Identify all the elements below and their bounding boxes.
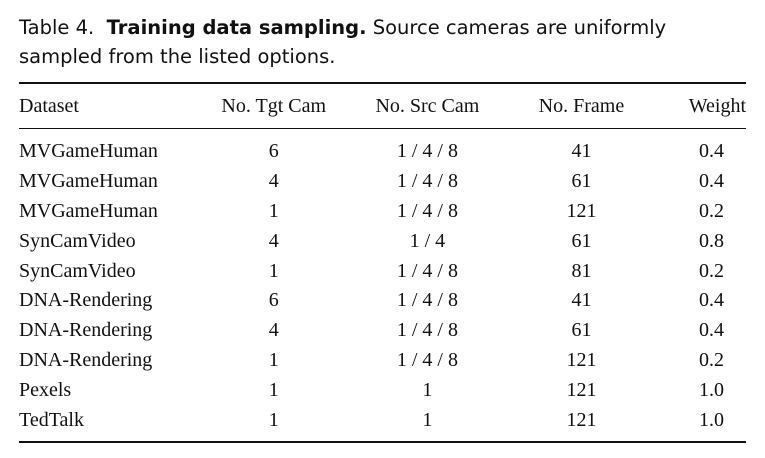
tgt-cam-cell: 1 — [268, 259, 279, 282]
frame-cell: 61 — [571, 229, 592, 252]
tgt-cam-cell: 1 — [268, 348, 279, 371]
src-cam-cell: 1 / 4 / 8 — [396, 289, 458, 312]
caption-title: Training data sampling. — [106, 16, 367, 39]
dataset-cell: TedTalk — [19, 408, 84, 431]
header-tgt-cam: No. Tgt Cam — [206, 83, 342, 129]
caption-label: Table 4. — [19, 16, 95, 39]
header-weight: Weight — [649, 83, 746, 129]
dataset-cell: SynCamVideo — [19, 229, 136, 252]
header-src-cam: No. Src Cam — [341, 83, 514, 129]
tgt-cam-cell: 4 — [268, 170, 279, 193]
frame-cell: 121 — [566, 408, 597, 431]
src-cam-cell: 1 / 4 / 8 — [396, 170, 458, 193]
weight-cell: 0.2 — [699, 199, 724, 222]
table-row: DNA-Rendering 4 1 / 4 / 8 61 0.4 — [19, 316, 746, 346]
table-header: Dataset No. Tgt Cam No. Src Cam No. Fram… — [19, 83, 746, 129]
table-row: TedTalk 1 1 121 1.0 — [19, 405, 746, 442]
training-data-table: Dataset No. Tgt Cam No. Src Cam No. Fram… — [19, 82, 746, 443]
weight-cell: 0.8 — [699, 229, 724, 252]
table-row: Pexels 1 1 121 1.0 — [19, 375, 746, 405]
frame-cell: 41 — [571, 140, 592, 163]
table-caption: Table 4. Training data sampling. Source … — [19, 13, 754, 71]
dataset-cell: DNA-Rendering — [19, 289, 153, 312]
weight-cell: 0.2 — [699, 348, 724, 371]
table-row: DNA-Rendering 6 1 / 4 / 8 41 0.4 — [19, 286, 746, 316]
frame-cell: 61 — [571, 170, 592, 193]
tgt-cam-cell: 4 — [268, 319, 279, 342]
frame-cell: 41 — [571, 289, 592, 312]
tgt-cam-cell: 1 — [268, 378, 279, 401]
header-dataset: Dataset — [19, 83, 207, 129]
src-cam-cell: 1 — [422, 408, 433, 431]
tgt-cam-cell: 1 — [268, 408, 279, 431]
weight-cell: 1.0 — [699, 378, 724, 401]
header-frame: No. Frame — [513, 83, 650, 129]
src-cam-cell: 1 — [422, 378, 433, 401]
weight-cell: 0.4 — [699, 140, 724, 163]
frame-cell: 121 — [566, 378, 597, 401]
header-row: Dataset No. Tgt Cam No. Src Cam No. Fram… — [19, 83, 746, 129]
src-cam-cell: 1 / 4 / 8 — [396, 319, 458, 342]
table-row: SynCamVideo 4 1 / 4 61 0.8 — [19, 226, 746, 256]
table-row: MVGameHuman 4 1 / 4 / 8 61 0.4 — [19, 167, 746, 197]
table-row: SynCamVideo 1 1 / 4 / 8 81 0.2 — [19, 256, 746, 286]
dataset-cell: MVGameHuman — [19, 199, 158, 222]
dataset-cell: SynCamVideo — [19, 259, 136, 282]
src-cam-cell: 1 / 4 / 8 — [396, 140, 458, 163]
weight-cell: 0.4 — [699, 319, 724, 342]
tgt-cam-cell: 1 — [268, 199, 279, 222]
tgt-cam-cell: 6 — [268, 289, 279, 312]
frame-cell: 61 — [571, 319, 592, 342]
table-body: MVGameHuman 6 1 / 4 / 8 41 0.4 MVGameHuman 4 1 … — [19, 129, 746, 442]
frame-cell: 81 — [571, 259, 592, 282]
weight-cell: 0.4 — [699, 170, 724, 193]
src-cam-cell: 1 / 4 / 8 — [396, 199, 458, 222]
table-row: MVGameHuman 1 1 / 4 / 8 121 0.2 — [19, 197, 746, 227]
frame-cell: 121 — [566, 199, 597, 222]
weight-cell: 0.4 — [699, 289, 724, 312]
src-cam-cell: 1 / 4 / 8 — [396, 348, 458, 371]
weight-cell: 0.2 — [699, 259, 724, 282]
frame-cell: 121 — [566, 348, 597, 371]
dataset-cell: DNA-Rendering — [19, 319, 153, 342]
table-row: MVGameHuman 6 1 / 4 / 8 41 0.4 — [19, 129, 746, 167]
table-row: DNA-Rendering 1 1 / 4 / 8 121 0.2 — [19, 346, 746, 376]
caption-text: Source cameras are uniformly sampled fro… — [19, 16, 667, 68]
dataset-cell: MVGameHuman — [19, 170, 158, 193]
weight-cell: 1.0 — [699, 408, 724, 431]
src-cam-cell: 1 / 4 / 8 — [396, 259, 458, 282]
dataset-cell: Pexels — [19, 378, 72, 401]
src-cam-cell: 1 / 4 — [409, 229, 446, 252]
tgt-cam-cell: 6 — [268, 140, 279, 163]
dataset-cell: DNA-Rendering — [19, 348, 153, 371]
dataset-cell: MVGameHuman — [19, 140, 158, 163]
table-container: Dataset No. Tgt Cam No. Src Cam No. Fram… — [19, 82, 746, 443]
tgt-cam-cell: 4 — [268, 229, 279, 252]
